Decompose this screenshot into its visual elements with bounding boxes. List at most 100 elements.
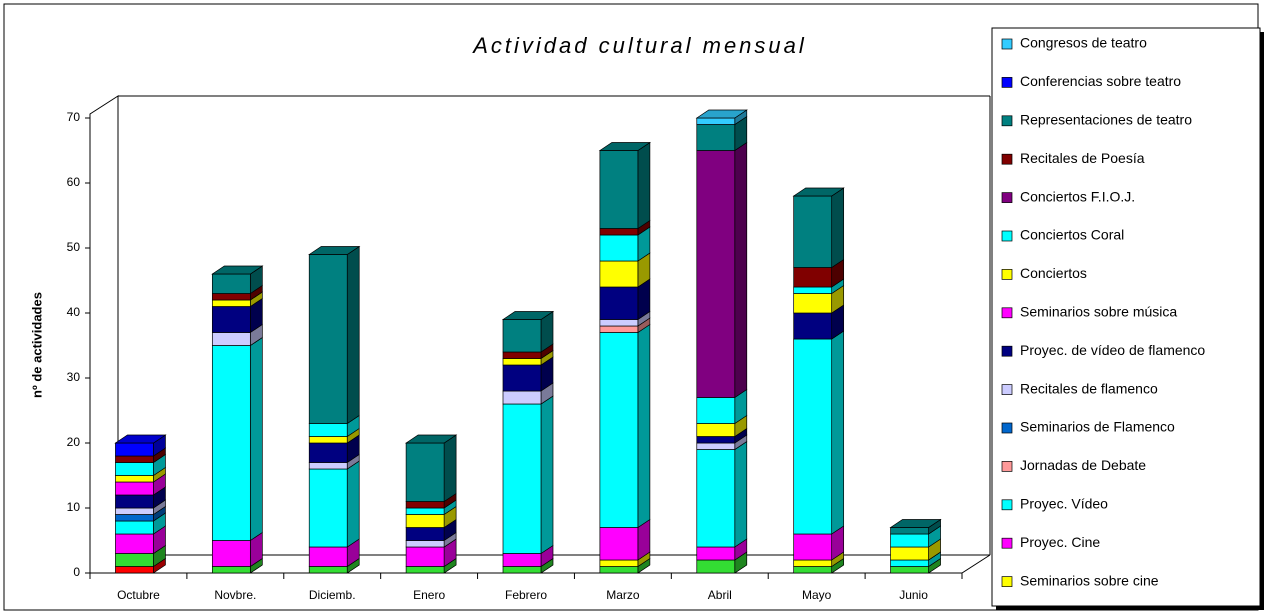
legend-label: Congresos de teatro [1020, 35, 1147, 51]
bar [793, 293, 833, 314]
bar [890, 527, 929, 535]
bar [696, 559, 736, 574]
legend-swatch [1001, 77, 1013, 88]
bar [599, 286, 639, 320]
bar [405, 540, 445, 548]
bar [696, 397, 736, 424]
bar [599, 332, 639, 528]
bar [793, 195, 833, 268]
bar [599, 325, 639, 333]
bar [308, 468, 348, 548]
legend-swatch [1001, 345, 1013, 357]
bar [696, 442, 736, 450]
legend-label: Recitales de Poesía [1020, 150, 1145, 166]
bar [599, 527, 639, 561]
bar [793, 566, 833, 574]
bar [115, 514, 154, 522]
legend-label: Proyec. de vídeo de flamenco [1020, 342, 1205, 358]
bar [115, 533, 154, 554]
y-tick-label: 30 [67, 370, 81, 384]
x-tick-label: Febrero [505, 588, 547, 602]
bar [211, 273, 251, 294]
bar [211, 345, 251, 541]
bar [599, 566, 639, 574]
bar [696, 546, 736, 561]
bar [502, 553, 542, 567]
bar [308, 436, 348, 444]
legend-swatch [1001, 576, 1013, 587]
y-tick-label: 40 [67, 305, 81, 319]
bar [599, 260, 639, 288]
bar-side [540, 395, 554, 555]
legend-swatch [1001, 269, 1013, 280]
bar [115, 494, 154, 509]
legend-swatch [1001, 192, 1013, 203]
bar [308, 254, 348, 424]
bar [115, 442, 154, 457]
bar-top [404, 434, 458, 444]
legend-label: Recitales de flamenco [1020, 380, 1158, 396]
bar-side [443, 434, 457, 503]
bar [211, 540, 251, 567]
bar [890, 546, 929, 561]
legend-label: Jornadas de Debate [1020, 457, 1146, 473]
x-tick-label: Enero [413, 588, 445, 602]
bar [115, 553, 154, 567]
bar [308, 423, 348, 437]
legend-swatch [1001, 537, 1013, 549]
legend-label: Conciertos F.I.O.J. [1020, 188, 1135, 204]
legend-label: Representaciones de teatro [1020, 112, 1192, 128]
bar-side [734, 440, 748, 548]
legend-swatch [1001, 115, 1013, 127]
bar [211, 306, 251, 333]
bar-top [792, 187, 845, 197]
legend-swatch [1001, 499, 1013, 511]
legend-label: Proyec. Cine [1020, 534, 1100, 550]
bar-side [346, 460, 360, 548]
bar [405, 501, 445, 509]
bar-top [501, 311, 555, 320]
bar [502, 390, 542, 405]
bar [405, 566, 445, 574]
bar [211, 566, 251, 574]
bar [793, 312, 833, 340]
bar-top [114, 434, 167, 444]
bar-side [346, 245, 360, 425]
x-tick-label: Abril [708, 588, 732, 602]
bar-side [637, 323, 651, 529]
bar-top [695, 109, 748, 119]
bar [308, 442, 348, 463]
x-tick-label: Octubre [117, 588, 160, 602]
bar [696, 124, 736, 151]
legend-swatch [1001, 38, 1013, 50]
bar [599, 228, 639, 236]
bar [308, 462, 348, 470]
y-tick-label: 0 [73, 565, 80, 579]
bar [696, 423, 736, 437]
bar [599, 559, 639, 567]
bar [696, 117, 736, 125]
bar-top [211, 265, 264, 275]
bar [793, 286, 833, 294]
bar [211, 332, 251, 346]
bar [502, 364, 542, 392]
bar [405, 527, 445, 541]
bar-top [598, 142, 652, 151]
bar-side [831, 330, 845, 535]
y-tick-label: 50 [67, 240, 81, 254]
legend-label: Seminarios sobre música [1020, 304, 1177, 320]
bar [793, 533, 833, 561]
bar [115, 520, 154, 535]
bar [405, 546, 445, 567]
bar [599, 319, 639, 327]
y-tick-label: 20 [67, 435, 81, 449]
bar [793, 338, 833, 535]
bar [890, 566, 929, 574]
bar-side [734, 141, 748, 399]
x-tick-label: Diciemb. [309, 588, 356, 602]
bar-side [249, 336, 263, 542]
bar [405, 442, 445, 502]
bar [696, 150, 736, 398]
bar [890, 533, 929, 548]
bar [793, 267, 833, 288]
